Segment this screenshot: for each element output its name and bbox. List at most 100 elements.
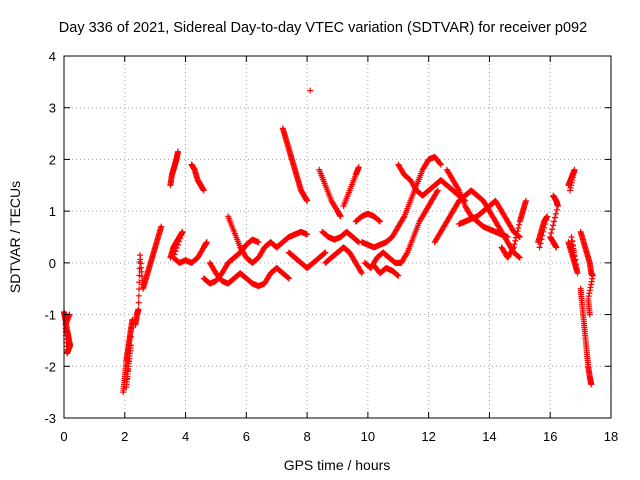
- data-point: [178, 232, 185, 239]
- trace-26: [535, 213, 551, 251]
- trace-30: [577, 285, 595, 388]
- data-point: [377, 218, 384, 225]
- data-point: [321, 250, 328, 257]
- data-point: [554, 202, 561, 209]
- data-point: [522, 197, 529, 204]
- data-point: [172, 248, 179, 255]
- data-point: [255, 239, 262, 246]
- trace-13: [316, 166, 344, 220]
- data-point: [541, 224, 548, 231]
- data-point: [127, 333, 134, 340]
- x-tick-label: 6: [243, 429, 250, 444]
- data-point: [550, 222, 557, 229]
- data-point: [394, 272, 401, 279]
- data-point: [538, 236, 545, 243]
- trace-19: [361, 187, 441, 272]
- data-point: [355, 164, 362, 171]
- trace-4: [167, 148, 181, 189]
- trace-10: [279, 125, 311, 204]
- data-point: [574, 270, 581, 277]
- data-point: [307, 87, 314, 94]
- trace-16: [322, 244, 365, 277]
- data-point: [403, 250, 410, 257]
- data-point: [515, 224, 522, 231]
- data-point: [158, 223, 165, 230]
- trace-29: [565, 234, 581, 277]
- data-point: [586, 311, 593, 318]
- data-point: [516, 234, 523, 240]
- data-point: [322, 249, 329, 256]
- y-tick-label: 3: [49, 101, 56, 116]
- data-point: [358, 270, 365, 277]
- data-point: [551, 218, 558, 225]
- data-point: [437, 160, 444, 167]
- trace-12: [285, 249, 329, 272]
- x-tick-label: 16: [543, 429, 557, 444]
- data-point: [127, 342, 134, 349]
- trace-7: [206, 259, 292, 290]
- data-point: [539, 232, 546, 239]
- chart-title: Day 336 of 2021, Sidereal Day-to-day VTE…: [59, 20, 587, 36]
- data-point: [285, 274, 292, 281]
- data-point: [542, 221, 549, 228]
- data-point: [285, 275, 292, 282]
- data-point: [376, 217, 383, 224]
- y-tick-label: -2: [44, 359, 56, 374]
- data-point: [304, 231, 311, 238]
- data-point: [174, 241, 181, 248]
- y-tick-label: 2: [49, 152, 56, 167]
- data-point: [437, 161, 444, 168]
- data-point: [128, 325, 135, 332]
- y-tick-label: -1: [44, 308, 56, 323]
- y-tick-label: 4: [49, 49, 56, 64]
- data-point: [514, 228, 521, 235]
- trace-18: [358, 153, 444, 251]
- x-tick-label: 2: [121, 429, 128, 444]
- x-tick-label: 14: [482, 429, 496, 444]
- x-tick-labels: 0 2 4 6 8 10 12 14 16 18: [60, 429, 618, 444]
- data-point: [135, 299, 142, 306]
- data-point: [434, 187, 441, 194]
- data-point: [543, 217, 550, 224]
- data-point: [512, 237, 519, 244]
- data-point: [395, 272, 402, 279]
- data-point: [513, 234, 520, 241]
- data-point: [551, 214, 558, 221]
- x-tick-label: 10: [361, 429, 375, 444]
- data-point: [516, 254, 523, 261]
- data-point: [203, 239, 210, 246]
- trace-2: [120, 316, 136, 396]
- data-point: [552, 210, 559, 217]
- data-point: [337, 213, 344, 220]
- data-point: [174, 148, 181, 155]
- trace-15: [319, 228, 362, 246]
- data-point: [304, 197, 311, 204]
- x-tick-label: 18: [604, 429, 618, 444]
- trace-14: [340, 164, 362, 209]
- trace-20: [370, 262, 402, 279]
- data-point: [566, 187, 573, 194]
- data-point: [135, 306, 142, 313]
- data-point: [511, 241, 518, 248]
- trace-6: [188, 161, 207, 194]
- trace-28: [565, 166, 578, 194]
- data-point: [553, 206, 560, 213]
- data-point: [588, 381, 595, 388]
- trace-5: [167, 228, 210, 266]
- data-point: [176, 238, 183, 245]
- trace-27: [547, 192, 561, 251]
- data-point: [400, 214, 407, 221]
- data-point: [358, 268, 365, 275]
- axis-ticks: [63, 55, 612, 419]
- data-point: [516, 254, 523, 261]
- trace-1: [61, 308, 74, 357]
- trace-17: [352, 210, 384, 225]
- plot-frame: [63, 55, 612, 419]
- x-axis-label: GPS time / hours: [284, 457, 391, 473]
- trace-24: [456, 197, 523, 240]
- y-tick-label: -3: [44, 411, 56, 426]
- trace-31: [577, 228, 596, 318]
- data-point: [549, 226, 556, 233]
- data-point: [544, 213, 551, 220]
